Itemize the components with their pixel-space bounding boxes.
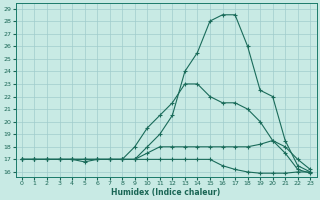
X-axis label: Humidex (Indice chaleur): Humidex (Indice chaleur) <box>111 188 221 197</box>
